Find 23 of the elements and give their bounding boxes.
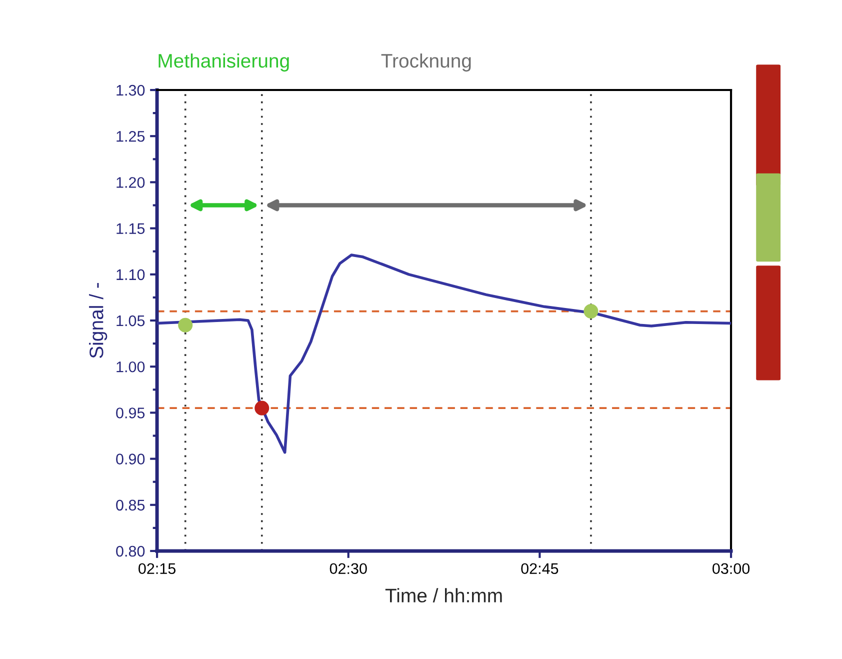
point [254,400,270,416]
y-tick-label: 1.05 [116,315,145,326]
text: Trocknung [381,53,471,72]
y-tick-label: 1.20 [116,177,145,188]
x-tick-label: 02:15 [138,563,176,574]
y-axis-title: Signal / - [89,283,108,358]
x-tick-label: 02:30 [330,563,367,574]
y-tick-label: 1.25 [116,130,145,142]
line-series [157,254,732,454]
point [178,318,193,332]
y-tick-label: 1.30 [116,84,145,96]
point [584,304,598,319]
text: Methanisierung [158,53,289,72]
y-tick-label: 0.90 [116,454,145,464]
x-tick-label: 03:00 [712,563,750,574]
y-tick-label: 1.10 [116,269,145,280]
x-axis-title: Time / hh:mm [385,588,502,602]
y-tick-label: 0.95 [116,408,145,418]
y-tick-label: 1.15 [116,223,145,234]
y-tick-label: 0.80 [116,546,145,557]
y-tick-label: 1.00 [116,361,145,372]
x-tick-label: 02:45 [521,563,558,574]
y-tick-label: 0.85 [116,500,145,511]
